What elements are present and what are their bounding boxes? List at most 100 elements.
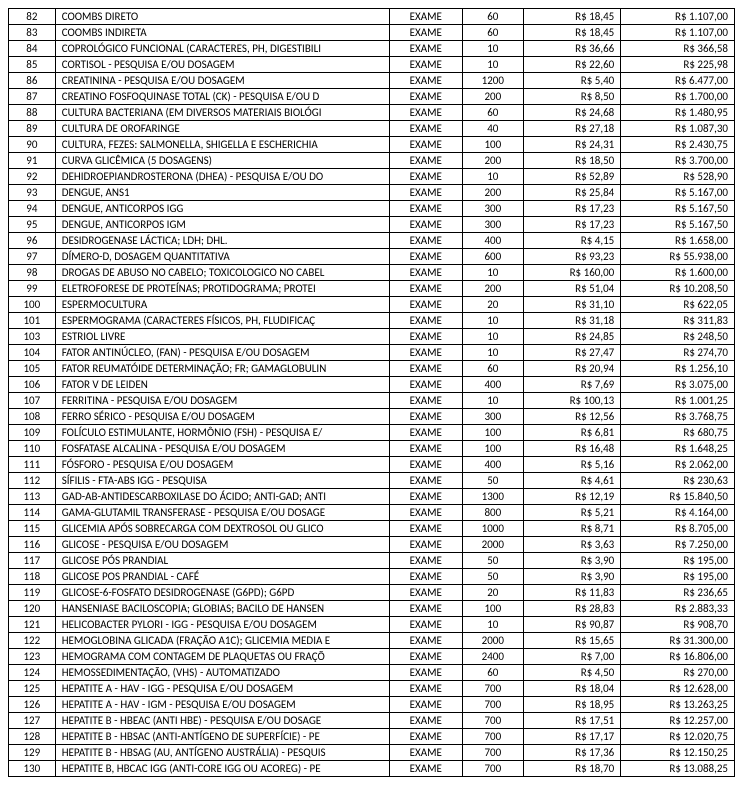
- cell-unit: R$ 5,16: [523, 457, 620, 473]
- cell-id: 82: [9, 9, 56, 25]
- cell-unit: R$ 12,56: [523, 409, 620, 425]
- cell-total: R$ 1.480,95: [621, 105, 735, 121]
- cell-type: EXAME: [389, 249, 462, 265]
- table-row: 97DÍMERO-D, DOSAGEM QUANTITATIVAEXAME600…: [9, 249, 735, 265]
- cell-desc: CREATININA - PESQUISA E/OU DOSAGEM: [55, 73, 389, 89]
- cell-id: 113: [9, 489, 56, 505]
- cell-total: R$ 3.700,00: [621, 153, 735, 169]
- cell-desc: DENGUE, ANS1: [55, 185, 389, 201]
- table-row: 104FATOR ANTINÚCLEO, (FAN) - PESQUISA E/…: [9, 345, 735, 361]
- cell-id: 123: [9, 649, 56, 665]
- table-row: 130HEPATITE B, HBCAC IGG (ANTI-CORE IGG …: [9, 761, 735, 777]
- table-row: 99ELETROFORESE DE PROTEÍNAS; PROTIDOGRAM…: [9, 281, 735, 297]
- cell-type: EXAME: [389, 729, 462, 745]
- cell-type: EXAME: [389, 585, 462, 601]
- table-row: 100ESPERMOCULTURAEXAME20R$ 31,10R$ 622,0…: [9, 297, 735, 313]
- cell-unit: R$ 3,90: [523, 569, 620, 585]
- cell-type: EXAME: [389, 521, 462, 537]
- cell-unit: R$ 51,04: [523, 281, 620, 297]
- cell-total: R$ 31.300,00: [621, 633, 735, 649]
- cell-unit: R$ 36,66: [523, 41, 620, 57]
- cell-qty: 700: [462, 745, 523, 761]
- table-row: 114GAMA-GLUTAMIL TRANSFERASE - PESQUISA …: [9, 505, 735, 521]
- cell-total: R$ 12.628,00: [621, 681, 735, 697]
- cell-qty: 60: [462, 9, 523, 25]
- cell-total: R$ 12.020,75: [621, 729, 735, 745]
- cell-total: R$ 195,00: [621, 553, 735, 569]
- cell-type: EXAME: [389, 377, 462, 393]
- cell-qty: 200: [462, 153, 523, 169]
- cell-total: R$ 1.107,00: [621, 9, 735, 25]
- cell-id: 90: [9, 137, 56, 153]
- cell-total: R$ 7.250,00: [621, 537, 735, 553]
- cell-id: 127: [9, 713, 56, 729]
- table-row: 111FÓSFORO - PESQUISA E/OU DOSAGEMEXAME4…: [9, 457, 735, 473]
- cell-id: 87: [9, 89, 56, 105]
- table-row: 86CREATININA - PESQUISA E/OU DOSAGEMEXAM…: [9, 73, 735, 89]
- cell-type: EXAME: [389, 713, 462, 729]
- cell-type: EXAME: [389, 457, 462, 473]
- cell-total: R$ 311,83: [621, 313, 735, 329]
- cell-type: EXAME: [389, 9, 462, 25]
- cell-qty: 50: [462, 473, 523, 489]
- cell-qty: 20: [462, 585, 523, 601]
- cell-total: R$ 230,63: [621, 473, 735, 489]
- cell-unit: R$ 8,71: [523, 521, 620, 537]
- cell-unit: R$ 6,81: [523, 425, 620, 441]
- cell-id: 111: [9, 457, 56, 473]
- table-row: 122HEMOGLOBINA GLICADA (FRAÇÃO A1C); GLI…: [9, 633, 735, 649]
- table-row: 106FATOR V DE LEIDENEXAME400R$ 7,69R$ 3.…: [9, 377, 735, 393]
- cell-qty: 10: [462, 57, 523, 73]
- cell-id: 91: [9, 153, 56, 169]
- cell-id: 115: [9, 521, 56, 537]
- cell-total: R$ 8.705,00: [621, 521, 735, 537]
- cell-qty: 10: [462, 265, 523, 281]
- cell-qty: 100: [462, 441, 523, 457]
- table-row: 95DENGUE, ANTICORPOS IGMEXAME300R$ 17,23…: [9, 217, 735, 233]
- cell-total: R$ 1.648,25: [621, 441, 735, 457]
- cell-desc: DÍMERO-D, DOSAGEM QUANTITATIVA: [55, 249, 389, 265]
- cell-type: EXAME: [389, 393, 462, 409]
- cell-type: EXAME: [389, 553, 462, 569]
- cell-desc: CREATINO FOSFOQUINASE TOTAL (CK) - PESQU…: [55, 89, 389, 105]
- cell-unit: R$ 24,85: [523, 329, 620, 345]
- cell-qty: 400: [462, 377, 523, 393]
- cell-id: 105: [9, 361, 56, 377]
- table-row: 109FOLÍCULO ESTIMULANTE, HORMÔNIO (FSH) …: [9, 425, 735, 441]
- cell-id: 101: [9, 313, 56, 329]
- cell-total: R$ 680,75: [621, 425, 735, 441]
- cell-unit: R$ 18,70: [523, 761, 620, 777]
- cell-unit: R$ 18,50: [523, 153, 620, 169]
- cell-total: R$ 16.806,00: [621, 649, 735, 665]
- cell-unit: R$ 20,94: [523, 361, 620, 377]
- cell-type: EXAME: [389, 41, 462, 57]
- cell-unit: R$ 5,40: [523, 73, 620, 89]
- cell-desc: DROGAS DE ABUSO NO CABELO; TOXICOLOGICO …: [55, 265, 389, 281]
- cell-type: EXAME: [389, 441, 462, 457]
- cell-unit: R$ 15,65: [523, 633, 620, 649]
- table-row: 101ESPERMOGRAMA (CARACTERES FÍSICOS, PH,…: [9, 313, 735, 329]
- cell-unit: R$ 4,15: [523, 233, 620, 249]
- cell-qty: 10: [462, 169, 523, 185]
- cell-id: 128: [9, 729, 56, 745]
- cell-id: 104: [9, 345, 56, 361]
- cell-total: R$ 270,00: [621, 665, 735, 681]
- cell-total: R$ 12.150,25: [621, 745, 735, 761]
- cell-type: EXAME: [389, 617, 462, 633]
- cell-id: 96: [9, 233, 56, 249]
- cell-desc: GLICOSE-6-FOSFATO DESIDROGENASE (G6PD); …: [55, 585, 389, 601]
- cell-total: R$ 1.256,10: [621, 361, 735, 377]
- cell-id: 108: [9, 409, 56, 425]
- table-row: 94DENGUE, ANTICORPOS IGGEXAME300R$ 17,23…: [9, 201, 735, 217]
- cell-id: 100: [9, 297, 56, 313]
- cell-id: 112: [9, 473, 56, 489]
- cell-desc: COOMBS DIRETO: [55, 9, 389, 25]
- cell-total: R$ 3.768,75: [621, 409, 735, 425]
- cell-id: 119: [9, 585, 56, 601]
- cell-unit: R$ 4,50: [523, 665, 620, 681]
- cell-qty: 300: [462, 409, 523, 425]
- cell-total: R$ 622,05: [621, 297, 735, 313]
- cell-total: R$ 13.088,25: [621, 761, 735, 777]
- table-row: 85CORTISOL - PESQUISA E/OU DOSAGEMEXAME1…: [9, 57, 735, 73]
- cell-total: R$ 6.477,00: [621, 73, 735, 89]
